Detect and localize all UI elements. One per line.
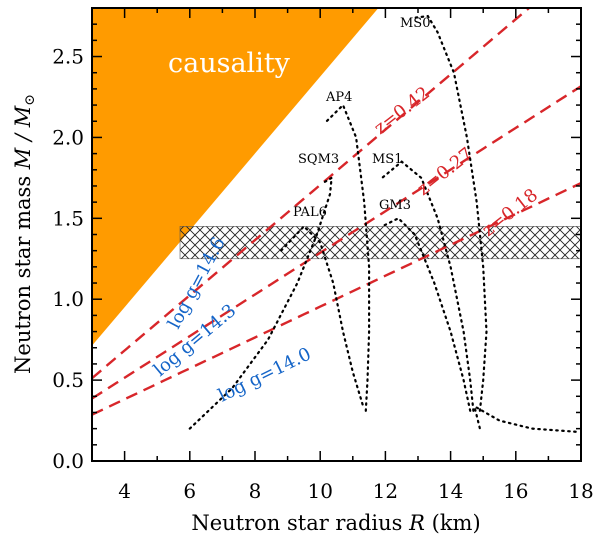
redshift-label-027: z=0.27: [413, 144, 477, 200]
y-axis: 0.0 0.5 1.0 1.5 2.0 2.5: [52, 23, 581, 473]
canonical-mass-band: [179, 226, 581, 260]
log-g-label-140: log g=14.0: [215, 344, 315, 407]
x-tick-label: 6: [183, 479, 196, 503]
redshift-line: [92, 85, 581, 400]
eos-label-ms0: MS0: [400, 16, 431, 31]
y-tick-label: 1.5: [52, 206, 84, 230]
eos-label-sqm3: SQM3: [298, 152, 339, 167]
y-tick-label: 2.5: [52, 45, 84, 69]
eos-curve: [413, 14, 488, 412]
x-tick-label: 18: [568, 479, 593, 503]
x-tick-label: 14: [438, 479, 463, 503]
log-g-label-143: log g=14.3: [150, 300, 241, 381]
y-tick-label: 2.0: [52, 125, 84, 149]
curve-labels: causality MS0 AP4 SQM3 MS1 PAL6 GM3 z=0.…: [150, 16, 542, 406]
plot-area: [92, 8, 581, 433]
x-tick-label: 4: [118, 479, 131, 503]
eos-curve: [381, 216, 472, 412]
eos-curve: [475, 406, 579, 433]
eos-curves: [188, 14, 579, 433]
x-tick-label: 8: [249, 479, 262, 503]
y-axis-title: Neutron star mass M / M⊙: [11, 94, 38, 374]
causality-region: [92, 8, 379, 346]
redshift-line: [92, 8, 531, 380]
y-tick-label: 1.0: [52, 287, 84, 311]
eos-curve: [280, 224, 364, 406]
eos-label-gm3: GM3: [379, 198, 411, 213]
y-tick-label: 0.0: [52, 449, 84, 473]
eos-label-pal6: PAL6: [293, 205, 327, 220]
eos-label-ms1: MS1: [372, 152, 403, 167]
x-tick-label: 16: [503, 479, 528, 503]
x-axis: 4 6 8 10 12 14 16 18: [91, 8, 594, 503]
y-tick-label: 0.5: [52, 368, 84, 392]
x-tick-label: 12: [373, 479, 398, 503]
eos-curve: [474, 408, 481, 430]
x-tick-label: 10: [307, 479, 332, 503]
x-axis-title: Neutron star radius R (km): [191, 511, 480, 535]
eos-curve: [325, 103, 371, 412]
redshift-label-042: z=0.42: [370, 83, 434, 139]
eos-label-ap4: AP4: [325, 90, 352, 105]
causality-label: causality: [168, 48, 291, 79]
